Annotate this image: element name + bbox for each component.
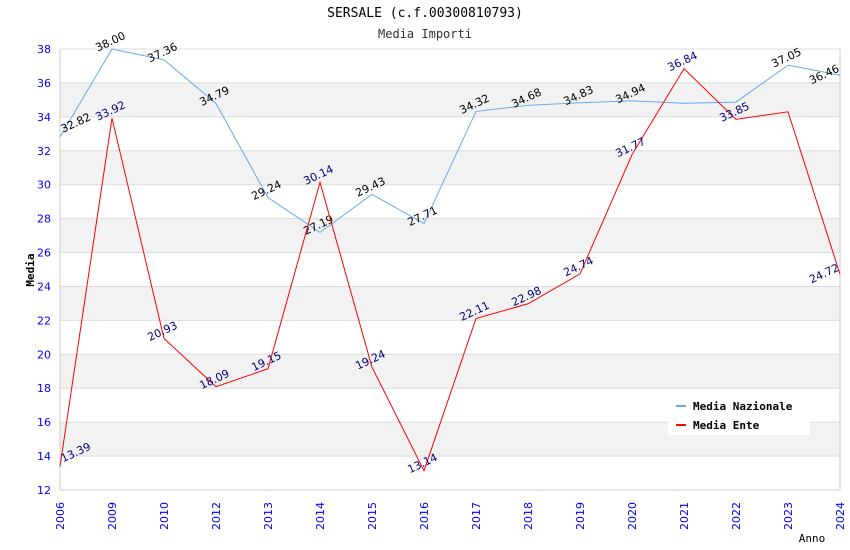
grid-band: [60, 116, 840, 151]
x-tick-label: 2016: [418, 502, 431, 530]
y-tick-label: 18: [37, 382, 51, 395]
legend-swatch: [676, 405, 686, 407]
y-tick-label: 36: [37, 77, 51, 90]
grid-band: [60, 218, 840, 253]
grid-band: [60, 456, 840, 490]
x-tick-label: 2006: [54, 502, 67, 530]
x-tick-label: 2018: [522, 502, 535, 530]
series-line-ente: [59, 67, 841, 472]
x-tick-label: 2009: [106, 502, 119, 530]
legend-item-nazionale: Media Nazionale: [676, 398, 792, 414]
x-axis-label: Anno: [799, 532, 826, 545]
y-axis-label: Media: [24, 253, 37, 286]
x-tick-label: 2015: [366, 502, 379, 530]
grid-band: [60, 354, 840, 389]
x-tick-label: 2024: [834, 502, 847, 530]
x-tick-label: 2013: [262, 502, 275, 530]
grid-band: [60, 49, 840, 83]
x-tick-label: 2022: [730, 502, 743, 530]
grid-band: [60, 252, 840, 287]
y-tick-label: 16: [37, 416, 51, 429]
y-tick-label: 14: [37, 450, 51, 463]
grid-band: [60, 184, 840, 219]
y-tick-label: 30: [37, 179, 51, 192]
chart-subtitle: Media Importi: [378, 27, 472, 41]
grid-band: [60, 286, 840, 321]
x-tick-label: 2021: [678, 502, 691, 530]
y-tick-label: 26: [37, 247, 51, 260]
x-tick-label: 2014: [314, 502, 327, 530]
legend-swatch: [676, 424, 686, 426]
y-tick-label: 34: [37, 111, 51, 124]
y-tick-label: 32: [37, 145, 51, 158]
x-tick-label: 2023: [782, 502, 795, 530]
chart-title: SERSALE (c.f.00300810793): [327, 6, 523, 21]
x-tick-label: 2017: [470, 502, 483, 530]
grid-band: [60, 320, 840, 355]
x-tick-label: 2020: [626, 502, 639, 530]
y-tick-label: 12: [37, 484, 51, 497]
y-tick-label: 22: [37, 314, 51, 327]
y-tick-label: 28: [37, 213, 51, 226]
x-tick-label: 2019: [574, 502, 587, 530]
x-tick-label: 2012: [210, 502, 223, 530]
legend-item-ente: Media Ente: [676, 417, 759, 433]
grid-band: [60, 82, 840, 117]
y-tick-label: 24: [37, 280, 51, 293]
legend-label: Media Ente: [693, 418, 760, 432]
x-tick-label: 2010: [158, 502, 171, 530]
legend-label: Media Nazionale: [693, 399, 793, 413]
legend: Media Nazionale Media Ente: [668, 395, 810, 435]
series-line-nazionale: [59, 48, 841, 233]
y-tick-label: 20: [37, 348, 51, 361]
y-tick-label: 38: [37, 43, 51, 56]
